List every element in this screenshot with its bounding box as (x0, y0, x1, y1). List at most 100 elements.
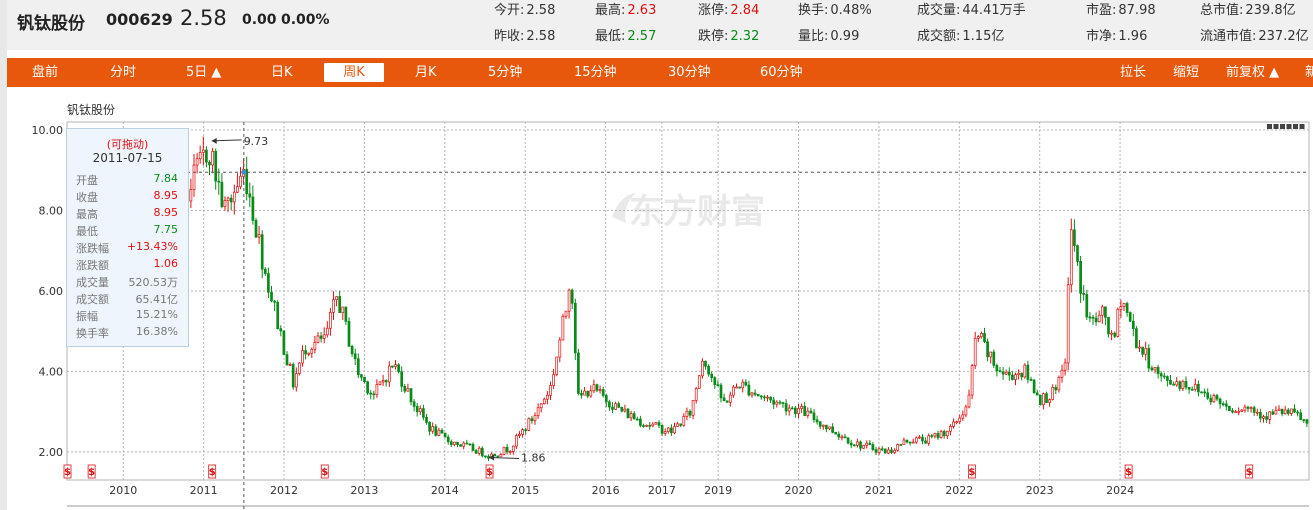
candle-body (880, 448, 884, 451)
candle-body (1184, 381, 1188, 388)
dividend-marker-symbol[interactable]: $ (1125, 467, 1132, 478)
plot-control-icon[interactable] (1299, 124, 1305, 129)
candle-body (511, 445, 515, 452)
candle-body (958, 417, 962, 422)
candle-body (211, 150, 214, 166)
candle-body (539, 403, 543, 409)
candle-body (738, 386, 741, 389)
tab-right-2[interactable]: 前复权 ▲ (1226, 65, 1280, 80)
candle-body (713, 377, 717, 386)
tab-right-3[interactable]: 新 (1305, 65, 1313, 80)
tab-right-1[interactable]: 缩短 (1173, 65, 1200, 80)
tab-8[interactable]: 30分钟 (668, 65, 711, 80)
candle-body (366, 381, 369, 394)
plot-control-icon[interactable] (1280, 124, 1285, 129)
kline-chart[interactable]: 东方财富 10.00 8.00 6.00 4.00 2.00 2010 2011 2012 201… (0, 95, 1313, 510)
candle-body (623, 408, 627, 412)
candle-body (859, 441, 862, 449)
dividend-marker[interactable] (1245, 464, 1254, 479)
dividend-marker-symbol[interactable]: $ (88, 467, 95, 478)
tab-9[interactable]: 60分钟 (760, 65, 803, 80)
candle-body (1259, 411, 1262, 419)
tab-right-0[interactable]: 拉长 (1120, 65, 1147, 80)
candle-body (573, 302, 577, 354)
dividend-marker[interactable] (967, 464, 976, 479)
candle-body (332, 299, 335, 313)
tab-3[interactable]: 日K (271, 65, 293, 80)
candle-body (1228, 405, 1231, 412)
stock-code: 000629 (106, 10, 173, 29)
tab-5[interactable]: 月K (415, 65, 437, 80)
tooltip-row-label: 最高 (76, 208, 98, 221)
tab-7[interactable]: 15分钟 (574, 65, 617, 80)
candle-body (567, 289, 571, 312)
candle-body (685, 410, 689, 417)
tab-2[interactable]: 5日 ▲ (186, 65, 222, 80)
candle-body (629, 413, 633, 419)
dividend-marker[interactable] (485, 464, 494, 479)
kline-chart-area[interactable]: 东方财富 10.00 8.00 6.00 4.00 2.00 2010 2011 2012 201… (0, 95, 1313, 510)
candle-body (666, 427, 670, 432)
dividend-marker-symbol[interactable]: $ (64, 467, 71, 478)
tab-6[interactable]: 5分钟 (488, 65, 523, 80)
tooltip-row: 收盘 8.95 (76, 189, 178, 205)
dividend-marker-symbol[interactable]: $ (321, 467, 328, 478)
tab-4[interactable]: 周K (324, 63, 384, 82)
dividend-marker[interactable] (87, 464, 96, 479)
candle-body (945, 430, 949, 437)
candle-body (769, 396, 772, 401)
candle-body (719, 384, 723, 399)
candle-body (973, 338, 977, 366)
candle-body (1011, 374, 1014, 380)
candle-body (589, 390, 593, 397)
candle-body (1265, 416, 1268, 420)
plot-frame (66, 121, 1310, 481)
candle-body (440, 429, 444, 434)
dividend-marker-symbol[interactable]: $ (968, 467, 975, 478)
ohlc-tooltip[interactable]: (可拖动) 2011-07-15 开盘 7.84 收盘 8.95 最高 8.95 最低 7.7… (66, 128, 189, 347)
quote-stat-label: 流通市值: (1200, 29, 1257, 44)
candle-body (1209, 397, 1213, 403)
candle-body (378, 381, 382, 385)
plot-control-icon[interactable] (1273, 124, 1279, 129)
tooltip-drag-label[interactable]: (可拖动) (106, 138, 149, 151)
plot-control-icon[interactable] (1267, 124, 1272, 129)
quote-stat-label: 市净: (1086, 29, 1117, 44)
candle-body (201, 149, 205, 153)
candle-body (394, 364, 397, 367)
candle-body (772, 399, 776, 405)
candle-body (1178, 381, 1182, 389)
dividend-marker[interactable] (320, 464, 329, 479)
dividend-marker[interactable] (1124, 464, 1133, 479)
dividend-marker-symbol[interactable]: $ (1246, 467, 1253, 478)
quote-stat-label: 今开: (494, 3, 525, 18)
dividend-marker-symbol[interactable]: $ (209, 467, 216, 478)
dividend-marker[interactable] (63, 464, 72, 479)
plot-control-icon[interactable] (1293, 124, 1298, 129)
tab-0[interactable]: 盘前 (32, 65, 59, 80)
candle-body (1172, 383, 1175, 386)
candle-body (1293, 408, 1296, 413)
candle-body (657, 422, 661, 426)
candle-body (763, 396, 766, 399)
candle-body (1094, 317, 1098, 323)
candle-body (387, 365, 391, 383)
dividend-marker-symbol[interactable]: $ (486, 467, 493, 478)
dividend-marker[interactable] (208, 464, 217, 479)
y-tick-label: 4.00 (39, 365, 64, 378)
candle-body (800, 406, 803, 409)
tab-1[interactable]: 分时 (110, 65, 137, 80)
candle-body (877, 448, 881, 453)
candle-body (840, 436, 844, 439)
candle-body (205, 149, 208, 163)
candle-body (1085, 294, 1089, 318)
quote-stat-value: 239.8亿 (1245, 3, 1296, 18)
candle-body (1305, 419, 1309, 424)
candle-body (521, 429, 524, 435)
candle-body (1141, 346, 1144, 355)
plot-control-icon[interactable] (1286, 124, 1292, 129)
candle-body (1020, 372, 1024, 378)
quote-stat: 成交额: 1.15亿 (917, 25, 1004, 44)
candle-body (914, 437, 918, 443)
candle-body (759, 395, 763, 398)
